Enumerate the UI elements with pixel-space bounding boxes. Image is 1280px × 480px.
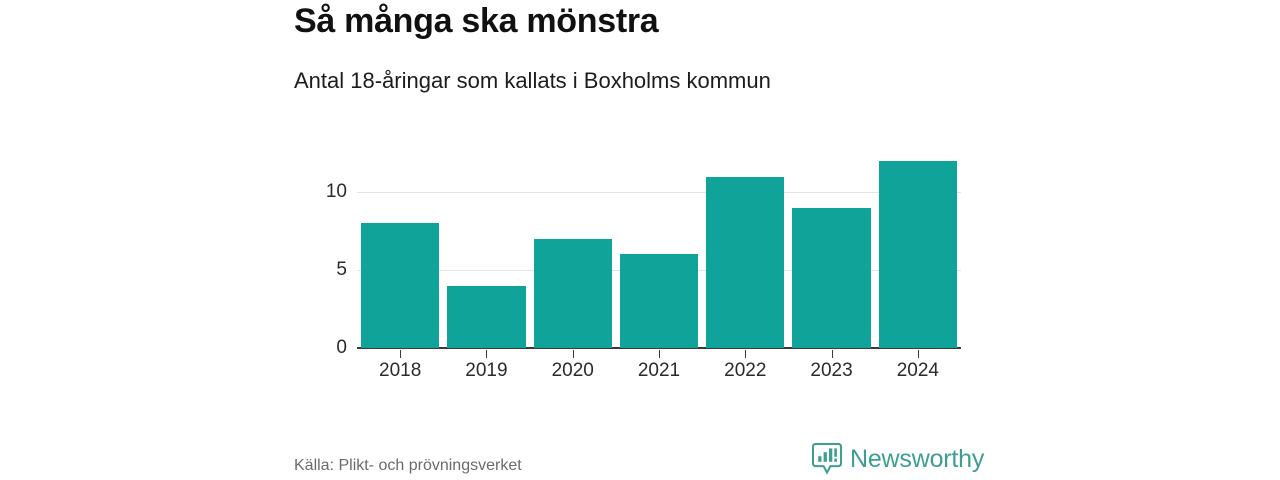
logo-wordmark: Newsworthy [850, 444, 985, 473]
page-title: Så många ska mönstra [294, 2, 659, 40]
bar[interactable] [619, 254, 699, 348]
bar[interactable] [447, 285, 526, 348]
bar[interactable] [706, 176, 785, 348]
bar-chart: 0 5 10 2018 2019 2020 2021 2022 2023 2024 [326, 150, 961, 381]
newsworthy-bar-chart-bubble-icon [812, 443, 842, 475]
x-axis-tick [831, 350, 833, 358]
bar[interactable] [792, 207, 871, 348]
plot-area: 0 5 10 [326, 150, 961, 358]
bar[interactable] [533, 238, 612, 348]
bar-series [357, 150, 961, 348]
newsworthy-logo[interactable]: Newsworthy [812, 443, 984, 475]
bar[interactable] [878, 160, 957, 348]
bar[interactable] [361, 223, 440, 348]
y-axis-labels: 0 5 10 [301, 150, 347, 358]
x-axis-tick-label: 2021 [637, 360, 681, 381]
x-axis-tick-label: 2020 [551, 360, 594, 381]
x-axis-tick-label: 2022 [724, 360, 767, 381]
x-axis-tick [400, 350, 402, 358]
x-axis-line [357, 347, 961, 349]
x-axis-tick [572, 350, 574, 358]
x-axis-tick-label: 2018 [379, 360, 422, 381]
source-note: Källa: Plikt- och prövningsverket [294, 457, 522, 474]
y-axis-tick-label: 0 [336, 337, 347, 358]
x-axis-tick-label: 2024 [896, 360, 939, 381]
y-axis-tick-label: 5 [336, 259, 347, 281]
x-axis-tick [917, 350, 919, 358]
x-axis-tick [745, 350, 747, 358]
x-axis-tick [486, 350, 488, 358]
y-axis-tick-label: 10 [325, 181, 347, 203]
x-axis-tick-label: 2019 [465, 360, 508, 381]
x-axis-tick-label: 2023 [810, 360, 853, 381]
x-axis-tick [659, 350, 660, 358]
page-subtitle: Antal 18-åringar som kallats i Boxholms … [294, 68, 771, 93]
gridline [357, 192, 961, 194]
